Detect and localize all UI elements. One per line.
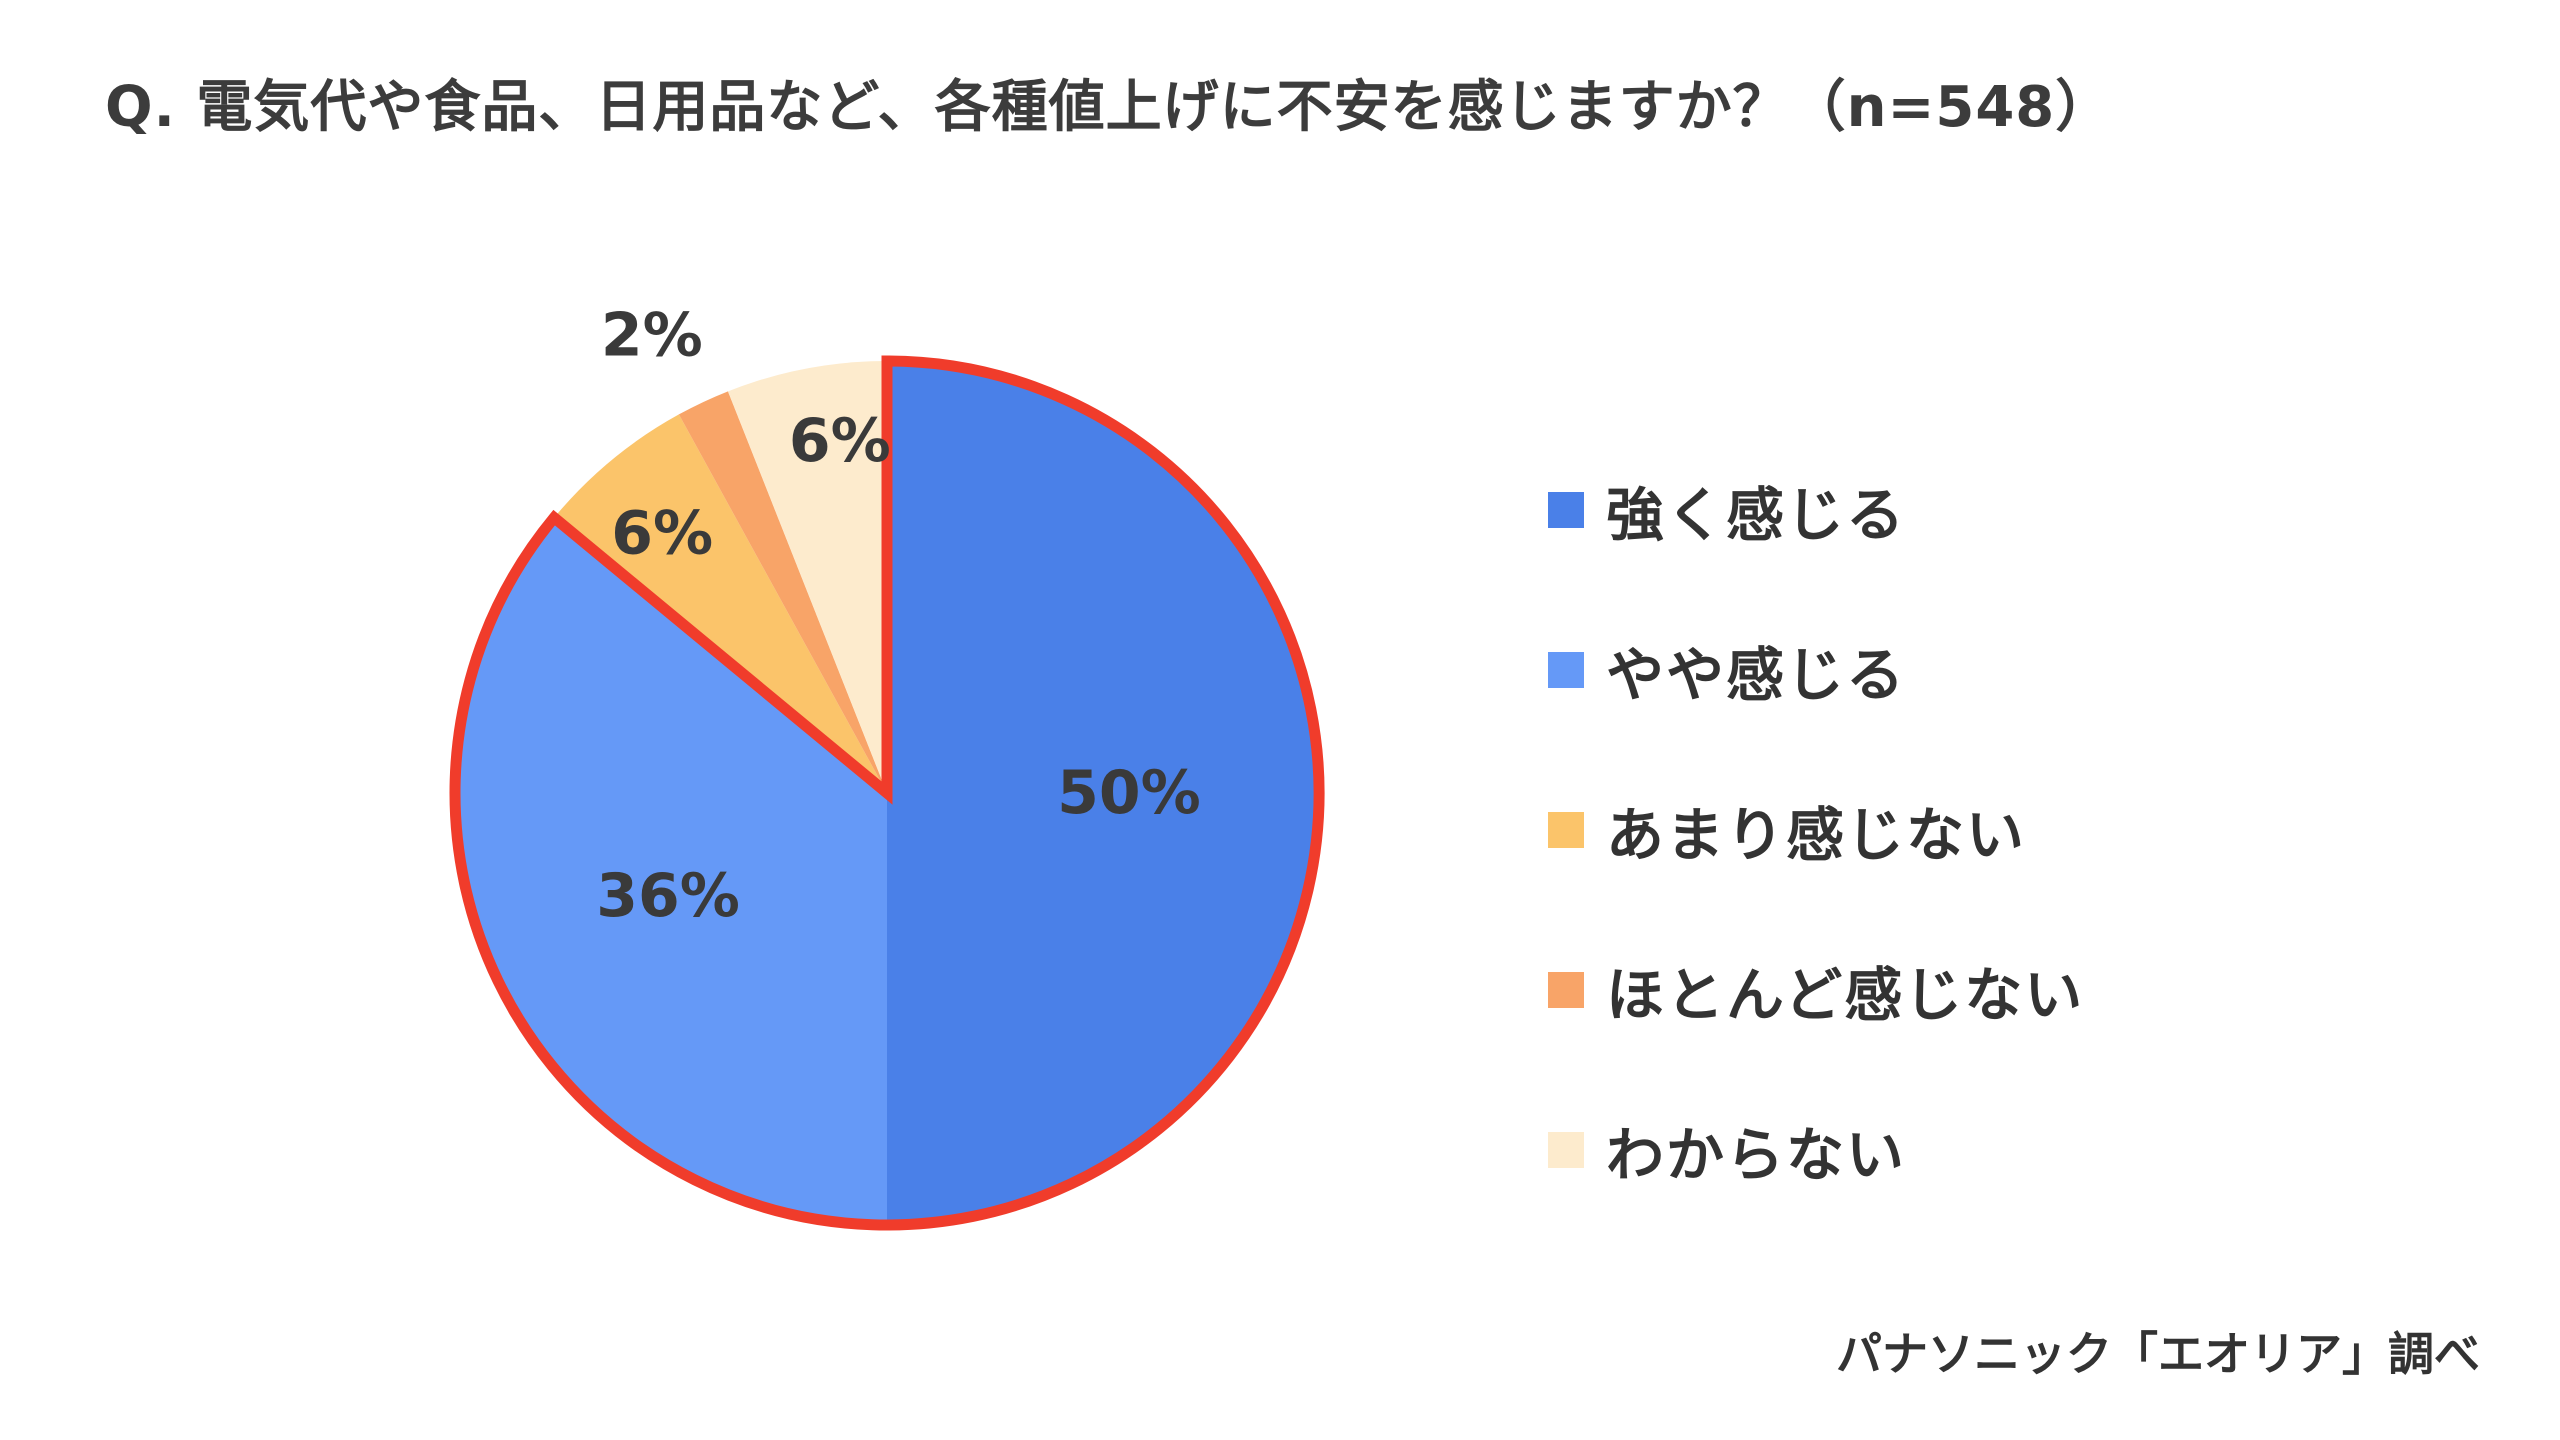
pie-slice-4: [678, 391, 887, 793]
legend-label-2: やや感じる: [1606, 641, 1907, 709]
legend-item-1: 強く感じる: [1548, 430, 2084, 590]
pie-value-label-4: 2%: [601, 301, 703, 371]
pie-value-label-1: 50%: [1057, 758, 1201, 828]
legend-label-1: 強く感じる: [1606, 481, 1907, 549]
pie-value-label-2: 36%: [596, 861, 740, 931]
legend-item-4: ほとんど感じない: [1548, 910, 2084, 1070]
legend-swatch-3: [1548, 812, 1584, 848]
legend-label-4: ほとんど感じない: [1606, 961, 2085, 1029]
pie-slice-2: [454, 517, 887, 1225]
pie-value-label-5: 6%: [789, 406, 891, 476]
legend-swatch-5: [1548, 1132, 1584, 1168]
pie-value-label-3: 6%: [611, 498, 713, 568]
pie-slices: [454, 361, 1319, 1225]
legend-item-5: わからない: [1548, 1070, 2084, 1230]
legend-swatch-1: [1548, 492, 1584, 528]
highlight-outline: [449, 355, 1325, 1231]
legend-item-3: あまり感じない: [1548, 750, 2084, 910]
legend-swatch-4: [1548, 972, 1584, 1008]
legend-label-3: あまり感じない: [1606, 801, 2027, 869]
pie-slice-3: [554, 414, 887, 793]
legend-item-2: やや感じる: [1548, 590, 2084, 750]
legend-swatch-2: [1548, 652, 1584, 688]
chart-legend: 強く感じるやや感じるあまり感じない ほとんど感じない わからない: [1548, 430, 2084, 1230]
pie-value-labels: 50% 36% 6% 2% 6%: [596, 301, 1200, 931]
source-note: パナソニック「エオリア」調べ: [1836, 1327, 2480, 1381]
chart-title: Q. 電気代や食品、日用品など、各種値上げに不安を感じますか？（n=548）: [105, 75, 2113, 140]
pie-slice-1: [887, 361, 1319, 1225]
pie-slice-5: [727, 361, 887, 793]
legend-label-5: わからない: [1606, 1121, 1907, 1189]
